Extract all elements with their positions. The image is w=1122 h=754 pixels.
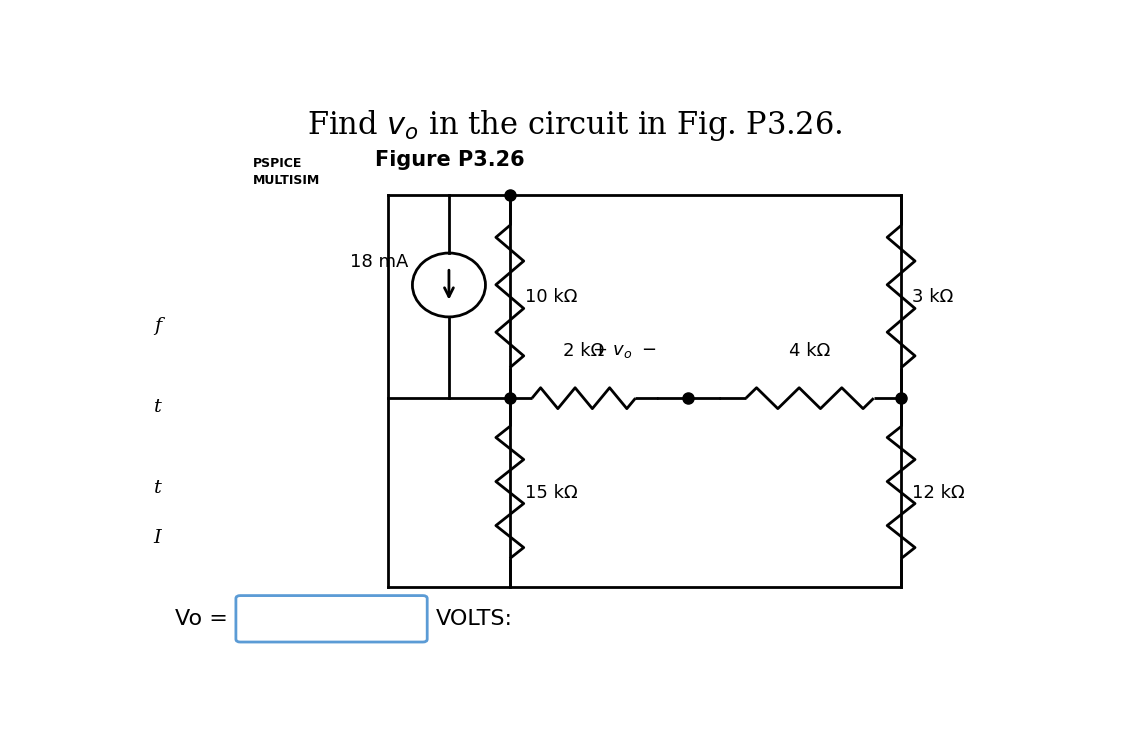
Text: MULTISIM: MULTISIM	[254, 174, 321, 187]
Text: Vo =: Vo =	[175, 608, 228, 629]
Text: 10 kΩ: 10 kΩ	[525, 287, 578, 305]
Text: PSPICE: PSPICE	[254, 157, 303, 170]
Text: f: f	[154, 317, 162, 335]
Text: I: I	[154, 529, 162, 547]
Text: $+\ \mathit{v}_o\ -$: $+\ \mathit{v}_o\ -$	[592, 342, 656, 360]
Text: 4 kΩ: 4 kΩ	[789, 342, 830, 360]
Text: t: t	[154, 480, 162, 497]
Text: Figure P3.26: Figure P3.26	[375, 150, 525, 170]
Text: 18 mA: 18 mA	[350, 253, 408, 271]
Text: 15 kΩ: 15 kΩ	[525, 483, 578, 501]
Text: 12 kΩ: 12 kΩ	[911, 483, 964, 501]
Text: t: t	[154, 398, 162, 416]
Text: VOLTS:: VOLTS:	[435, 608, 513, 629]
Text: Find $\mathit{v}_o$ in the circuit in Fig. P3.26.: Find $\mathit{v}_o$ in the circuit in Fi…	[307, 108, 843, 143]
FancyBboxPatch shape	[236, 596, 427, 642]
Text: 3 kΩ: 3 kΩ	[911, 287, 953, 305]
Text: 2 kΩ: 2 kΩ	[563, 342, 605, 360]
